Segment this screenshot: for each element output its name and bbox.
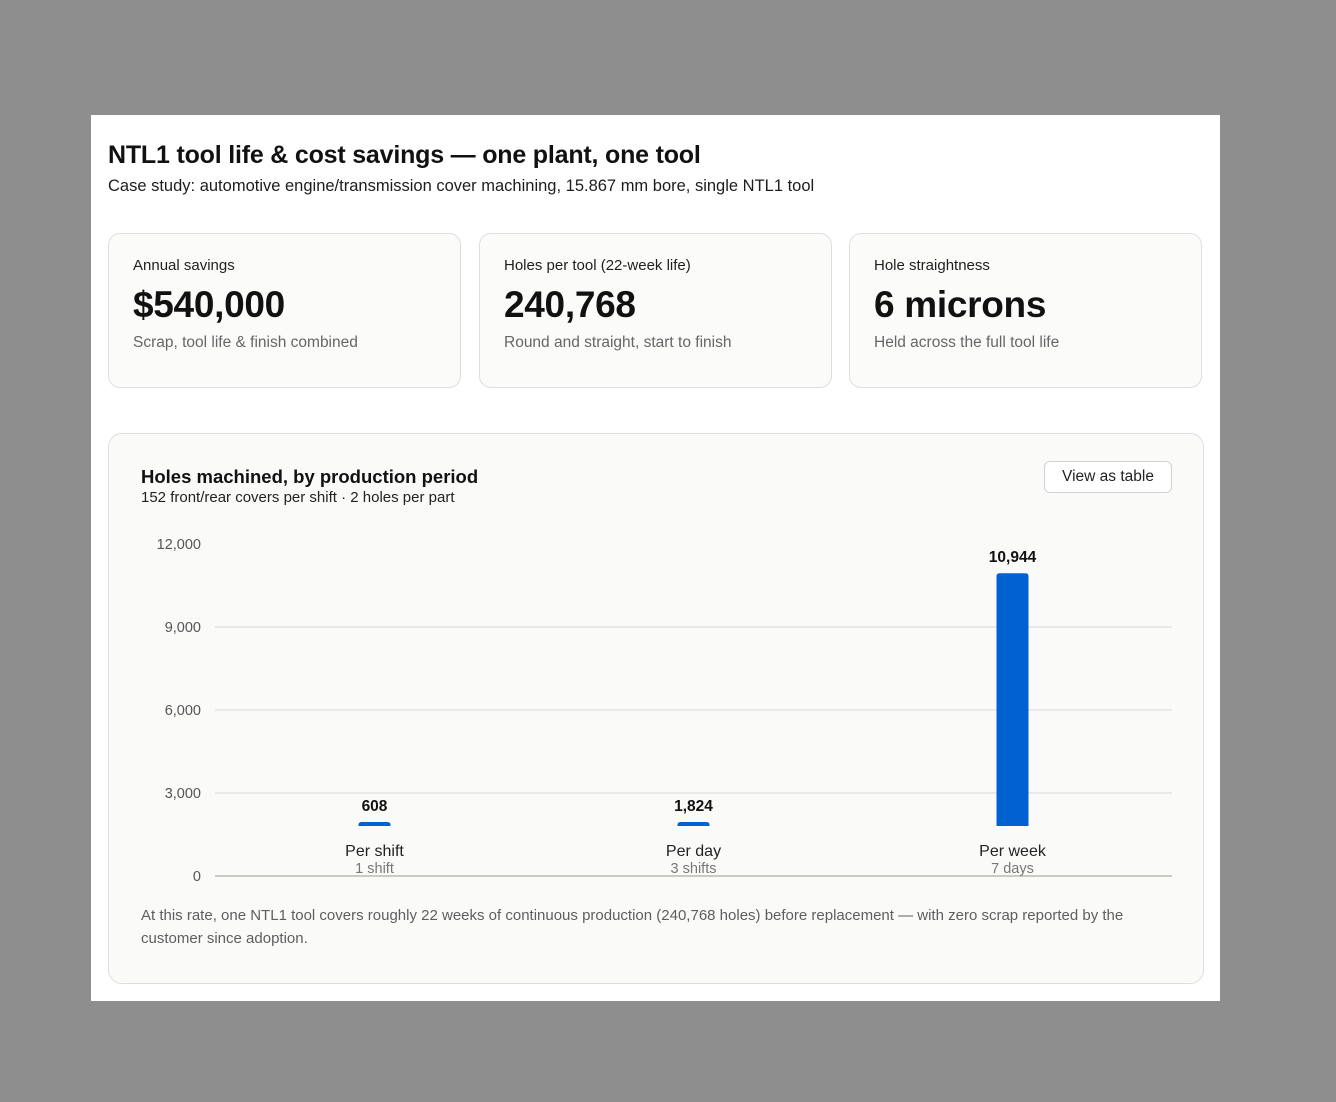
- kpi-label: Hole straightness: [874, 257, 990, 274]
- report-panel: NTL1 tool life & cost savings — one plan…: [91, 115, 1220, 1001]
- page-title: NTL1 tool life & cost savings — one plan…: [108, 141, 701, 169]
- page-subtitle: Case study: automotive engine/transmissi…: [108, 177, 815, 195]
- view-as-table-button[interactable]: View as table: [1044, 461, 1172, 493]
- kpi-label: Holes per tool (22-week life): [504, 257, 691, 274]
- kpi-card-holes-per-tool: Holes per tool (22-week life) 240,768 Ro…: [479, 233, 832, 388]
- kpi-note: Round and straight, start to finish: [504, 334, 732, 351]
- x-category-sublabel: 3 shifts: [671, 861, 717, 877]
- y-tick-label: 12,000: [157, 537, 201, 553]
- x-category-label: Per week: [979, 843, 1047, 860]
- kpi-card-annual-savings: Annual savings $540,000 Scrap, tool life…: [108, 233, 461, 388]
- y-tick-label: 6,000: [165, 703, 201, 719]
- bar-value-label: 10,944: [989, 549, 1037, 566]
- x-category-label: Per shift: [345, 843, 404, 860]
- chart-subtitle: 152 front/rear covers per shift · 2 hole…: [141, 489, 455, 506]
- kpi-note: Scrap, tool life & finish combined: [133, 334, 358, 351]
- y-tick-label: 0: [193, 869, 201, 885]
- y-tick-label: 3,000: [165, 786, 201, 802]
- chart-title: Holes machined, by production period: [141, 466, 479, 487]
- bar-value-label: 608: [362, 798, 388, 815]
- x-category-sublabel: 1 shift: [355, 861, 394, 877]
- bar-value-label: 1,824: [674, 798, 713, 815]
- chart-card: Holes machined, by production period 152…: [108, 433, 1204, 984]
- bar: [677, 822, 710, 826]
- y-tick-label: 9,000: [165, 620, 201, 636]
- bar: [996, 573, 1029, 826]
- x-category-label: Per day: [666, 843, 721, 860]
- kpi-value: 6 microns: [874, 284, 1047, 325]
- kpi-label: Annual savings: [133, 257, 235, 274]
- bar: [358, 822, 391, 826]
- kpi-note: Held across the full tool life: [874, 334, 1060, 351]
- chart-footnote: At this rate, one NTL1 tool covers rough…: [141, 907, 1124, 947]
- x-category-sublabel: 7 days: [991, 861, 1034, 877]
- kpi-card-hole-straightness: Hole straightness 6 microns Held across …: [849, 233, 1202, 388]
- kpi-value: $540,000: [133, 284, 285, 325]
- kpi-value: 240,768: [504, 284, 636, 325]
